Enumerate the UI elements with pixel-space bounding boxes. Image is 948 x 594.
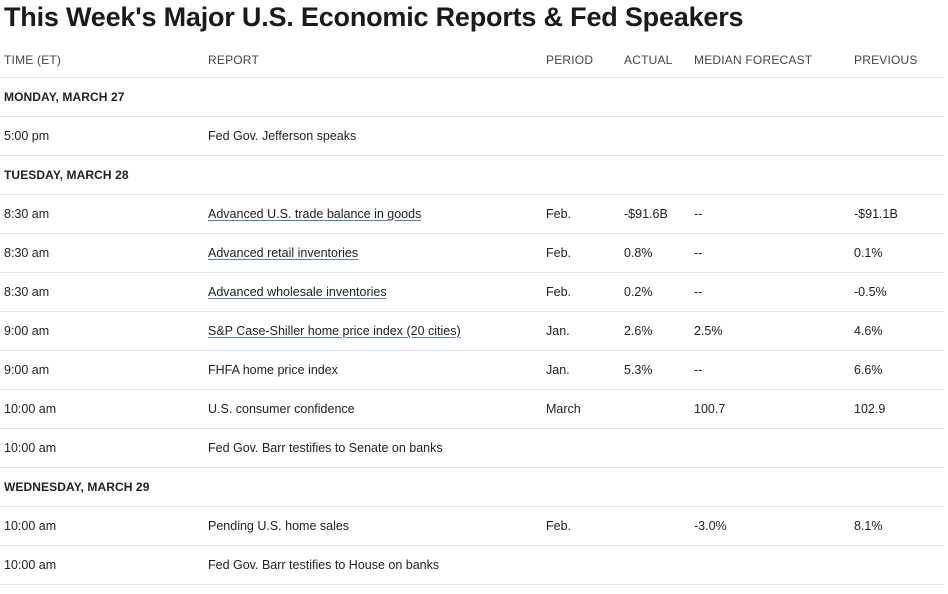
previous-cell [850,545,944,585]
table-row: 8:30 am Advanced retail inventories Feb. 0.… [0,233,944,273]
median-forecast-cell: -3.0% [690,506,850,546]
day-header: WEDNESDAY, MARCH 29 [0,467,944,507]
column-header-median-forecast: MEDIAN FORECAST [690,42,850,78]
previous-cell: 0.1% [850,233,944,273]
median-forecast-cell [690,428,850,468]
period-cell: Feb. [542,272,620,312]
report-link[interactable]: Advanced U.S. trade balance in goods [208,207,422,221]
actual-cell: 2.6% [620,311,690,351]
day-header-row: MONDAY, MARCH 27 [0,77,944,117]
actual-cell: 0.2% [620,272,690,312]
time-cell: 10:00 am [0,389,204,429]
actual-cell [620,545,690,585]
actual-cell [620,389,690,429]
table-row: 8:30 am Advanced wholesale inventories Feb… [0,272,944,312]
day-header: MONDAY, MARCH 27 [0,77,944,117]
report-cell: U.S. consumer confidence [204,389,542,429]
column-header-report: REPORT [204,42,542,78]
period-cell [542,545,620,585]
median-forecast-cell [690,116,850,156]
report-link[interactable]: Advanced retail inventories [208,246,359,260]
time-cell: 10:00 am [0,428,204,468]
page-title: This Week's Major U.S. Economic Reports … [4,2,744,32]
previous-cell [850,116,944,156]
period-cell: Feb. [542,194,620,234]
table-row: 8:30 am Advanced U.S. trade balance in go… [0,194,944,234]
actual-cell: 0.8% [620,233,690,273]
period-cell: March [542,389,620,429]
actual-cell [620,428,690,468]
time-cell: 9:00 am [0,311,204,351]
report-link[interactable]: S&P Case-Shiller home price index (20 ci… [208,324,461,338]
day-header: TUESDAY, MARCH 28 [0,155,944,195]
time-cell: 9:00 am [0,350,204,390]
time-cell: 10:00 am [0,506,204,546]
actual-cell: 5.3% [620,350,690,390]
previous-cell: 8.1% [850,506,944,546]
table-row: 9:00 am S&P Case-Shiller home price index… [0,311,944,351]
table-row: 10:00 am U.S. consumer confidence March 100… [0,389,944,429]
table-row: 10:00 am Fed Gov. Barr testifies to Senat… [0,428,944,468]
table-row: 10:00 am Fed Gov. Barr testifies to House… [0,545,944,585]
day-header-row: WEDNESDAY, MARCH 29 [0,467,944,507]
report-cell: Fed Gov. Jefferson speaks [204,116,542,156]
report-cell: Advanced wholesale inventories [204,272,542,312]
header-row: TIME (ET) REPORT PERIOD ACTUAL MEDIAN FO… [0,42,944,78]
report-link[interactable]: Advanced wholesale inventories [208,285,387,299]
report-cell: Pending U.S. home sales [204,506,542,546]
column-header-previous: PREVIOUS [850,42,944,78]
time-cell: 5:00 pm [0,116,204,156]
previous-cell: -0.5% [850,272,944,312]
time-cell: 10:00 am [0,545,204,585]
previous-cell: 6.6% [850,350,944,390]
table-row: 10:00 am Pending U.S. home sales Feb. -3.0%… [0,506,944,546]
median-forecast-cell: -- [690,194,850,234]
median-forecast-cell: 2.5% [690,311,850,351]
previous-cell: 102.9 [850,389,944,429]
report-cell: Advanced retail inventories [204,233,542,273]
report-cell: Fed Gov. Barr testifies to Senate on ban… [204,428,542,468]
median-forecast-cell: -- [690,233,850,273]
report-cell: FHFA home price index [204,350,542,390]
period-cell: Jan. [542,350,620,390]
time-cell: 8:30 am [0,272,204,312]
actual-cell: -$91.6B [620,194,690,234]
period-cell: Feb. [542,506,620,546]
table-row: 5:00 pm Fed Gov. Jefferson speaks [0,116,944,156]
actual-cell [620,506,690,546]
column-header-actual: ACTUAL [620,42,690,78]
median-forecast-cell: -- [690,272,850,312]
table-row: 9:00 am FHFA home price index Jan. 5.3% -- 6.… [0,350,944,390]
median-forecast-cell: -- [690,350,850,390]
median-forecast-cell: 100.7 [690,389,850,429]
previous-cell: 4.6% [850,311,944,351]
period-cell [542,428,620,468]
economic-calendar-table: TIME (ET) REPORT PERIOD ACTUAL MEDIAN FO… [0,42,944,585]
period-cell: Feb. [542,233,620,273]
period-cell [542,116,620,156]
time-cell: 8:30 am [0,233,204,273]
column-header-time: TIME (ET) [0,42,204,78]
report-cell: S&P Case-Shiller home price index (20 ci… [204,311,542,351]
report-cell: Fed Gov. Barr testifies to House on bank… [204,545,542,585]
previous-cell [850,428,944,468]
previous-cell: -$91.1B [850,194,944,234]
day-header-row: TUESDAY, MARCH 28 [0,155,944,195]
report-cell: Advanced U.S. trade balance in goods [204,194,542,234]
calendar-body: MONDAY, MARCH 27 5:00 pm Fed Gov. Jefferso… [0,77,944,585]
period-cell: Jan. [542,311,620,351]
actual-cell [620,116,690,156]
median-forecast-cell [690,545,850,585]
column-header-period: PERIOD [542,42,620,78]
time-cell: 8:30 am [0,194,204,234]
